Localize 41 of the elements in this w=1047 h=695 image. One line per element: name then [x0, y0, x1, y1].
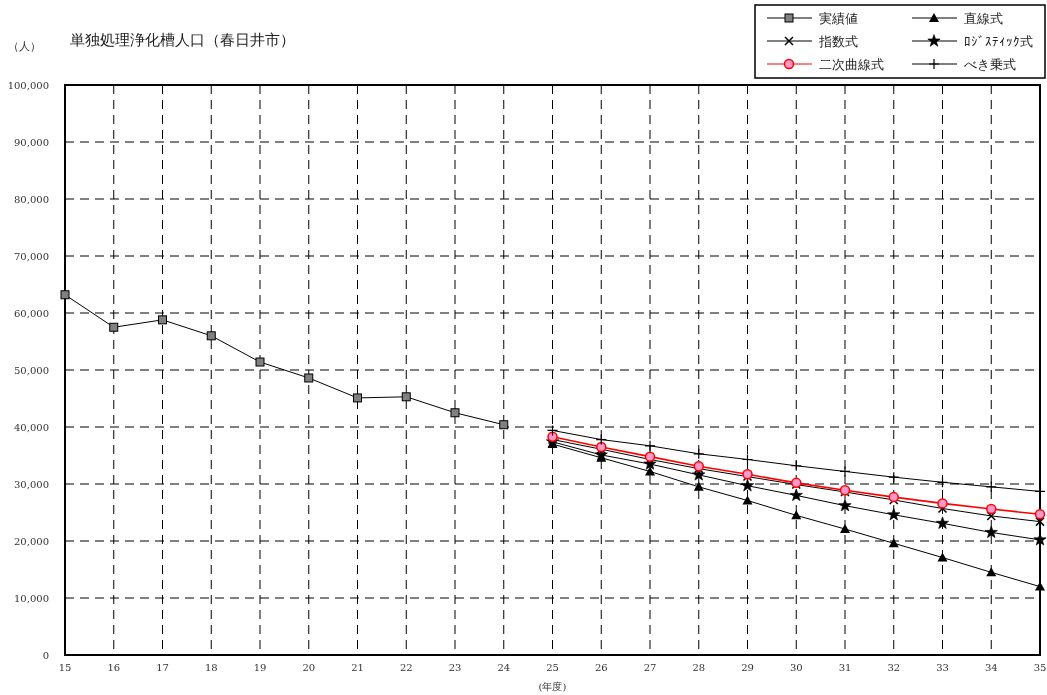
legend-label: 二次曲線式 [819, 57, 884, 72]
x-tick-label: 17 [156, 662, 169, 673]
x-axis-title: (年度) [538, 681, 567, 692]
y-tick-label: 90,000 [14, 137, 49, 148]
legend-label: 実績値 [819, 11, 858, 26]
x-tick-label: 31 [838, 662, 852, 673]
x-tick-label: 32 [887, 662, 901, 673]
x-tick-label: 35 [1033, 662, 1047, 673]
x-tick-label: 16 [107, 662, 121, 673]
x-tick-label: 33 [936, 662, 949, 673]
legend-label: べき乗式 [964, 57, 1016, 72]
x-tick-label: 25 [546, 662, 559, 673]
y-tick-label: 0 [42, 650, 49, 661]
x-tick-label: 22 [399, 662, 413, 673]
legend-label: 指数式 [818, 34, 858, 49]
x-tick-label: 19 [253, 662, 267, 673]
y-tick-label: 70,000 [14, 251, 49, 262]
y-tick-label: 50,000 [14, 365, 49, 376]
y-tick-label: 40,000 [14, 422, 49, 433]
y-axis-title: （人） [8, 40, 41, 53]
y-tick-label: 30,000 [14, 479, 49, 490]
x-tick-label: 24 [497, 662, 511, 673]
x-tick-label: 20 [302, 662, 316, 673]
y-tick-label: 100,000 [7, 80, 49, 91]
x-tick-label: 18 [204, 662, 218, 673]
x-tick-label: 15 [58, 662, 72, 673]
y-tick-label: 20,000 [14, 536, 49, 547]
x-tick-label: 30 [789, 662, 803, 673]
y-tick-label: 10,000 [14, 593, 49, 604]
legend-label: 直線式 [964, 11, 1003, 26]
x-tick-label: 26 [594, 662, 608, 673]
x-tick-label: 27 [643, 662, 657, 673]
x-tick-label: 28 [692, 662, 706, 673]
x-tick-label: 23 [448, 662, 462, 673]
legend-label: ﾛｼﾞｽﾃｨｯｸ式 [964, 34, 1033, 49]
y-tick-label: 60,000 [14, 308, 49, 319]
x-tick-label: 21 [351, 662, 364, 673]
x-tick-label: 29 [741, 662, 754, 673]
x-tick-label: 34 [984, 662, 998, 673]
chart-title: 単独処理浄化槽人口（春日井市） [70, 31, 295, 49]
y-tick-label: 80,000 [14, 194, 49, 205]
